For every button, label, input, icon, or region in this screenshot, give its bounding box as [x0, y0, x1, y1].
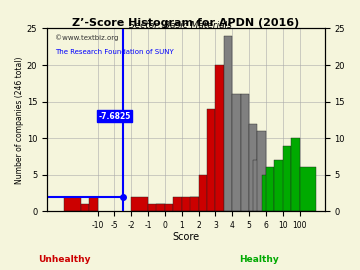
Bar — [257, 131, 266, 211]
Text: Sector: Basic Materials: Sector: Basic Materials — [129, 21, 231, 30]
Bar — [157, 204, 165, 211]
Y-axis label: Number of companies (246 total): Number of companies (246 total) — [15, 56, 24, 184]
Bar — [249, 124, 257, 211]
Bar — [274, 160, 291, 211]
Bar — [198, 175, 207, 211]
X-axis label: Score: Score — [172, 231, 199, 241]
Text: -7.6825: -7.6825 — [98, 112, 131, 121]
Bar — [300, 167, 316, 211]
Bar — [148, 204, 165, 211]
Bar — [240, 94, 249, 211]
Bar — [283, 146, 291, 211]
Bar — [182, 197, 198, 211]
Bar — [173, 197, 182, 211]
Bar — [291, 138, 300, 211]
Text: The Research Foundation of SUNY: The Research Foundation of SUNY — [55, 49, 174, 55]
Bar — [232, 94, 240, 211]
Bar — [131, 197, 148, 211]
Bar — [262, 175, 270, 211]
Bar — [64, 197, 81, 211]
Bar — [165, 204, 173, 211]
Bar — [253, 160, 262, 211]
Text: Unhealthy: Unhealthy — [39, 255, 91, 264]
Text: Healthy: Healthy — [239, 255, 279, 264]
Title: Z’-Score Histogram for APDN (2016): Z’-Score Histogram for APDN (2016) — [72, 18, 300, 28]
Bar — [266, 167, 274, 211]
Bar — [89, 197, 98, 211]
Text: ©www.textbiz.org: ©www.textbiz.org — [55, 34, 119, 41]
Bar — [81, 204, 89, 211]
Bar — [215, 65, 224, 211]
Bar — [207, 109, 215, 211]
Bar — [190, 197, 198, 211]
Bar — [224, 36, 232, 211]
